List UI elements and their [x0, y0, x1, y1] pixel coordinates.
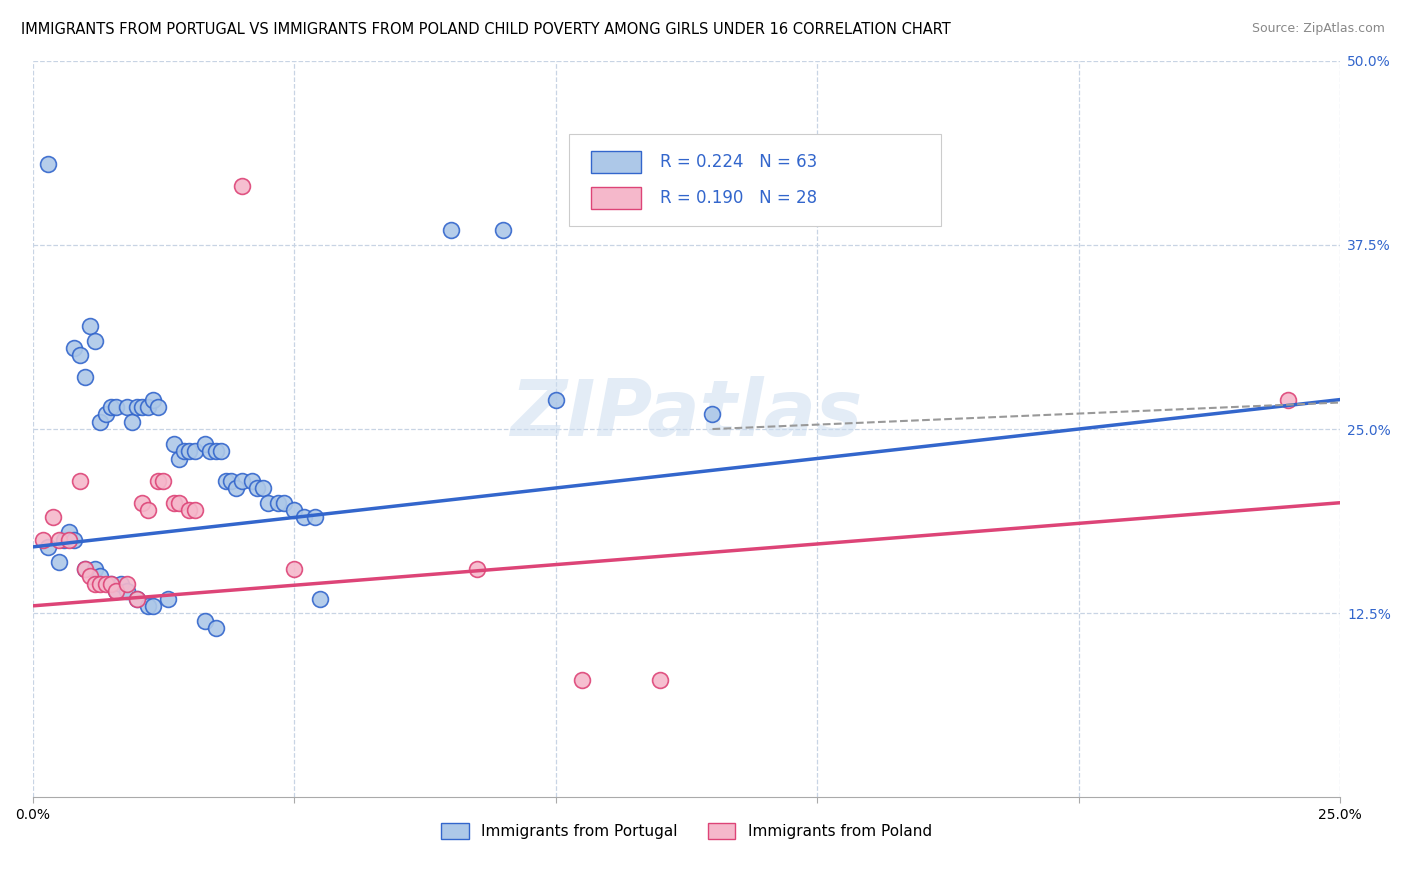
Text: R = 0.190   N = 28: R = 0.190 N = 28	[661, 189, 817, 208]
Point	[84, 562, 107, 576]
Point	[42, 510, 65, 524]
Point	[100, 400, 122, 414]
Point	[204, 621, 226, 635]
Point	[702, 407, 724, 421]
FancyBboxPatch shape	[568, 135, 942, 227]
Point	[492, 223, 515, 237]
Point	[105, 400, 128, 414]
Point	[94, 576, 117, 591]
Point	[63, 341, 86, 355]
Point	[142, 392, 165, 407]
Point	[183, 503, 205, 517]
Point	[131, 496, 153, 510]
Point	[142, 599, 165, 613]
Point	[163, 496, 186, 510]
Point	[37, 540, 59, 554]
Point	[73, 370, 96, 384]
Point	[100, 576, 122, 591]
FancyBboxPatch shape	[591, 187, 641, 210]
Point	[257, 496, 280, 510]
Point	[69, 348, 91, 362]
Text: Source: ZipAtlas.com: Source: ZipAtlas.com	[1251, 22, 1385, 36]
Point	[69, 474, 91, 488]
Point	[231, 474, 253, 488]
Point	[52, 533, 75, 547]
Point	[84, 334, 107, 348]
Point	[309, 591, 332, 606]
Point	[79, 569, 101, 583]
Point	[219, 474, 242, 488]
Point	[215, 474, 238, 488]
Point	[105, 584, 128, 599]
Legend: Immigrants from Portugal, Immigrants from Poland: Immigrants from Portugal, Immigrants fro…	[434, 817, 938, 845]
Point	[131, 400, 153, 414]
Point	[73, 562, 96, 576]
Text: ZIPatlas: ZIPatlas	[510, 376, 862, 452]
Point	[252, 481, 274, 495]
Point	[58, 525, 80, 540]
Point	[194, 614, 217, 628]
Point	[110, 576, 132, 591]
Point	[58, 533, 80, 547]
Point	[194, 437, 217, 451]
Point	[225, 481, 247, 495]
Point	[283, 503, 305, 517]
Point	[84, 576, 107, 591]
FancyBboxPatch shape	[591, 152, 641, 173]
Point	[37, 157, 59, 171]
Point	[146, 400, 169, 414]
Point	[115, 576, 138, 591]
Point	[115, 400, 138, 414]
Point	[127, 591, 149, 606]
Text: R = 0.224   N = 63: R = 0.224 N = 63	[661, 153, 817, 171]
Point	[105, 584, 128, 599]
Point	[183, 444, 205, 458]
Point	[267, 496, 290, 510]
Point	[231, 178, 253, 193]
Point	[294, 510, 316, 524]
Point	[163, 437, 186, 451]
Point	[32, 533, 55, 547]
Point	[465, 562, 488, 576]
Point	[179, 503, 201, 517]
Point	[94, 407, 117, 421]
Point	[246, 481, 269, 495]
Point	[571, 673, 593, 687]
Point	[152, 474, 174, 488]
Point	[273, 496, 295, 510]
Point	[73, 562, 96, 576]
Point	[89, 569, 111, 583]
Point	[1277, 392, 1299, 407]
Point	[283, 562, 305, 576]
Point	[173, 444, 195, 458]
Point	[136, 599, 159, 613]
Point	[63, 533, 86, 547]
Point	[167, 496, 190, 510]
Point	[115, 584, 138, 599]
Point	[204, 444, 226, 458]
Point	[240, 474, 263, 488]
Point	[179, 444, 201, 458]
Point	[89, 415, 111, 429]
Point	[127, 400, 149, 414]
Point	[89, 576, 111, 591]
Text: IMMIGRANTS FROM PORTUGAL VS IMMIGRANTS FROM POLAND CHILD POVERTY AMONG GIRLS UND: IMMIGRANTS FROM PORTUGAL VS IMMIGRANTS F…	[21, 22, 950, 37]
Point	[167, 451, 190, 466]
Point	[157, 591, 180, 606]
Point	[127, 591, 149, 606]
Point	[79, 318, 101, 333]
Point	[48, 555, 70, 569]
Point	[100, 576, 122, 591]
Point	[650, 673, 672, 687]
Point	[304, 510, 326, 524]
Point	[136, 400, 159, 414]
Point	[209, 444, 232, 458]
Point	[121, 415, 143, 429]
Point	[200, 444, 222, 458]
Point	[48, 533, 70, 547]
Point	[440, 223, 463, 237]
Point	[544, 392, 567, 407]
Point	[146, 474, 169, 488]
Point	[136, 503, 159, 517]
